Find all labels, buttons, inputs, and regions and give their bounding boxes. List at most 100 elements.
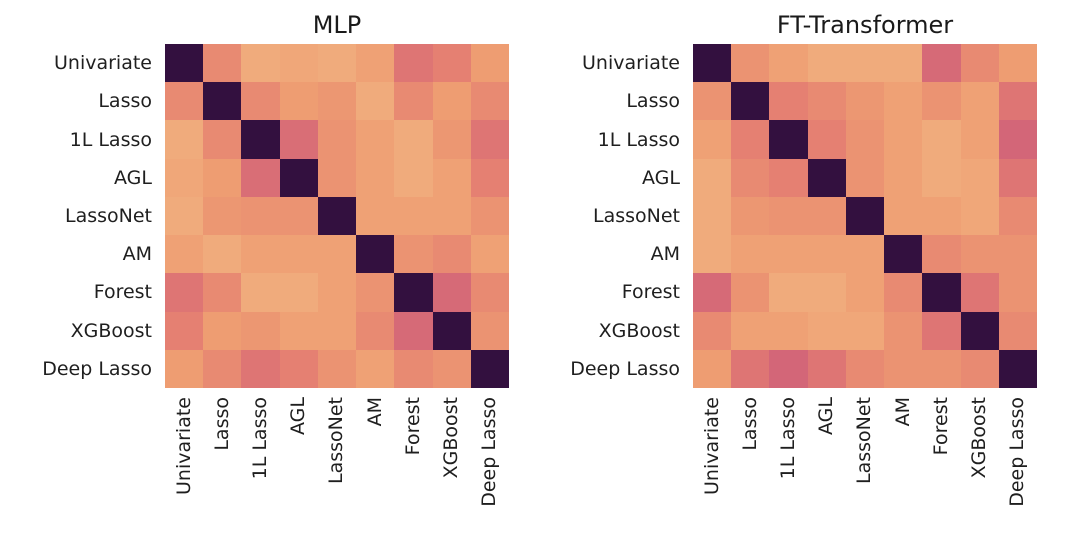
heatmap-cell: [807, 311, 846, 350]
heatmap-cell: [693, 349, 732, 388]
y-tick-label: AM: [650, 243, 680, 266]
y-tick-label: Univariate: [54, 52, 152, 75]
x-tick-cell: Lasso: [203, 397, 241, 550]
heatmap-cell: [922, 273, 961, 312]
heatmap-cell: [470, 44, 509, 83]
heatmap-cell: [884, 158, 923, 197]
heatmap-cell: [470, 349, 509, 388]
x-tick-cell: Forest: [394, 397, 432, 550]
heatmap-cell: [884, 82, 923, 121]
heatmap-cell: [241, 349, 280, 388]
heatmap-cell: [731, 82, 770, 121]
heatmap-cell: [394, 82, 433, 121]
heatmap-cell: [807, 273, 846, 312]
heatmap-cell: [960, 120, 999, 159]
y-tick-label: XGBoost: [598, 319, 680, 342]
heatmap-cell: [394, 235, 433, 274]
heatmap-cell: [693, 235, 732, 274]
x-tick-cell: 1L Lasso: [241, 397, 279, 550]
heatmap-cell: [998, 235, 1037, 274]
heatmap-cell: [317, 120, 357, 159]
y-tick-label: AM: [122, 243, 152, 266]
heatmap-cell: [769, 44, 808, 83]
heatmap-cell: [317, 235, 357, 274]
heatmap-cell: [731, 120, 770, 159]
y-tick-label: Forest: [621, 281, 680, 304]
heatmap-cell: [356, 120, 395, 159]
heatmap-cell: [317, 44, 357, 83]
heatmap-cell: [769, 82, 808, 121]
heatmap-cell: [317, 349, 357, 388]
heatmap-cell: [203, 196, 242, 236]
y-tick-label: Lasso: [98, 90, 152, 113]
heatmap-cell: [432, 349, 471, 388]
heatmap-cell: [731, 273, 770, 312]
x-tick-cell: AGL: [280, 397, 318, 550]
heatmap-cell: [394, 196, 433, 236]
heatmap-cell: [356, 235, 395, 274]
heatmap-cell: [960, 44, 999, 83]
heatmap-cell: [960, 235, 999, 274]
heatmap-cell: [731, 44, 770, 83]
heatmap-cell: [165, 349, 204, 388]
heatmap-cell: [998, 44, 1037, 83]
heatmap-cell: [394, 349, 433, 388]
heatmap-cell: [807, 120, 846, 159]
heatmap-cell: [203, 82, 242, 121]
heatmap-cell: [922, 349, 961, 388]
heatmap-cell: [317, 82, 357, 121]
heatmap-cell: [432, 196, 471, 236]
x-tick-label: AGL: [815, 397, 838, 435]
heatmap-cell: [356, 349, 395, 388]
x-tick-label: 1L Lasso: [249, 397, 272, 480]
heatmap-cell: [731, 235, 770, 274]
heatmap-cell: [884, 235, 923, 274]
heatmap-cell: [845, 273, 885, 312]
heatmap-cell: [845, 196, 885, 236]
heatmap-cell: [693, 311, 732, 350]
heatmap-cell: [432, 44, 471, 83]
heatmap-cell: [731, 311, 770, 350]
heatmap-cell: [317, 273, 357, 312]
heatmap-cell: [845, 82, 885, 121]
heatmap-figure-mlp: MLP Univariate Lasso 1L Lasso AGL LassoNet AM…: [42, 8, 509, 550]
x-tick-label: Deep Lasso: [1006, 397, 1029, 507]
y-tick-label: Deep Lasso: [42, 357, 152, 380]
heatmap-cell: [731, 158, 770, 197]
y-tick-label: Deep Lasso: [570, 357, 680, 380]
heatmap-cell: [356, 82, 395, 121]
heatmap-cell: [241, 196, 280, 236]
heatmap-cell: [203, 311, 242, 350]
heatmap-cell: [960, 273, 999, 312]
heatmap-cell: [693, 120, 732, 159]
y-tick-label: LassoNet: [592, 204, 680, 227]
heatmap-cell: [241, 235, 280, 274]
y-axis-labels: Univariate Lasso 1L Lasso AGL LassoNet AM Fore…: [42, 44, 165, 388]
heatmap-cell: [922, 196, 961, 236]
x-tick-cell: AM: [356, 397, 394, 550]
heatmap-cell: [807, 158, 846, 197]
x-tick-cell: Univariate: [165, 397, 203, 550]
heatmap-cell: [165, 273, 204, 312]
heatmap-cell: [241, 82, 280, 121]
heatmap-cell: [922, 120, 961, 159]
heatmap-cell: [998, 273, 1037, 312]
y-tick-label: Forest: [93, 281, 152, 304]
heatmap-cell: [432, 311, 471, 350]
heatmap-cell: [241, 120, 280, 159]
heatmap-cell: [769, 235, 808, 274]
heatmap-cell: [241, 273, 280, 312]
heatmap-cell: [241, 311, 280, 350]
x-tick-label: Lasso: [210, 397, 233, 451]
x-tick-cell: Forest: [922, 397, 960, 550]
x-tick-label: Univariate: [700, 397, 723, 495]
heatmap-cell: [165, 82, 204, 121]
heatmap-cell: [394, 273, 433, 312]
heatmap-cell: [165, 311, 204, 350]
x-tick-label: AGL: [287, 397, 310, 435]
heatmap-cell: [203, 349, 242, 388]
x-tick-label: XGBoost: [440, 397, 463, 479]
heatmap-cell: [731, 349, 770, 388]
x-tick-label: AM: [891, 397, 914, 427]
